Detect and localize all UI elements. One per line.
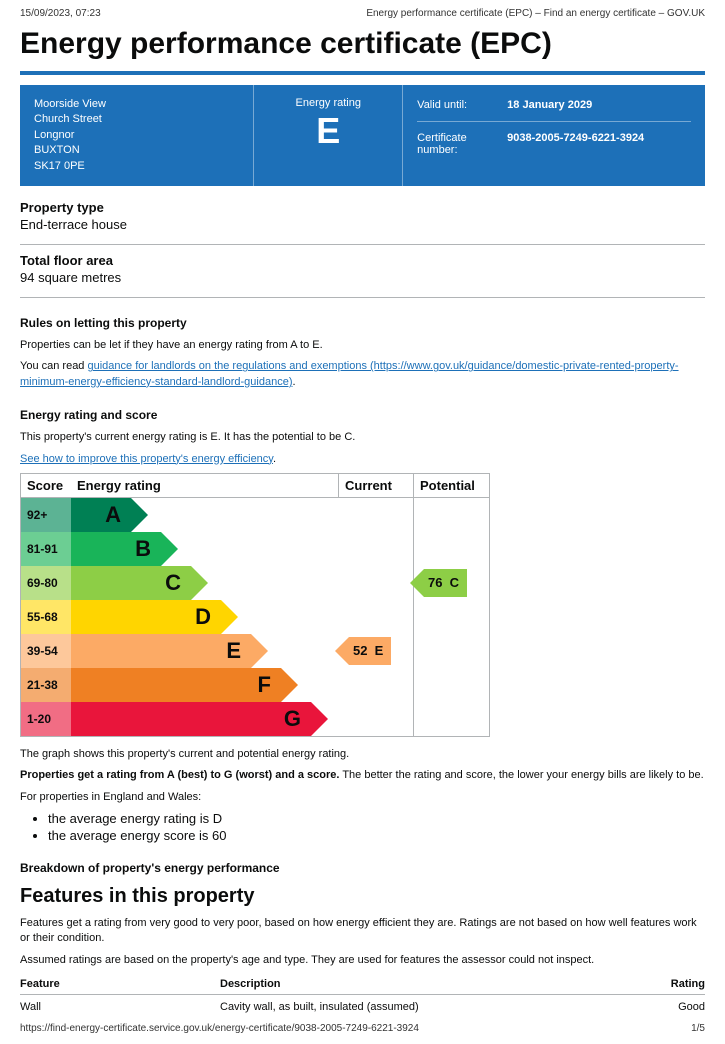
chart-head-potential: Potential [414,474,489,497]
energy-chart: Score Energy rating Current Potential 92… [20,473,490,737]
rules-heading: Rules on letting this property [20,316,705,330]
valid-value: 18 January 2029 [507,99,691,111]
print-datetime: 15/09/2023, 07:23 [20,8,101,19]
rating-label: Energy rating [268,97,388,109]
chart-current-col: 52 E [339,498,414,736]
feat-head-desc: Description [220,978,645,990]
rating-letter: E [268,113,388,149]
chart-bars: 92+A81-91B69-80C55-68D39-54E21-38F1-20G [21,498,339,736]
rating-desc: Properties get a rating from A (best) to… [20,768,705,783]
footer-url: https://find-energy-certificate.service.… [20,1023,419,1034]
cert-value: 9038-2005-7249-6221-3924 [507,132,691,156]
rules-text-2: You can read guidance for landlords on t… [20,359,705,390]
valid-label: Valid until: [417,99,507,111]
cert-label: Certificate number: [417,132,507,156]
floor-area-label: Total floor area [20,253,705,268]
chart-head-current: Current [339,474,414,497]
title-underline [20,71,705,75]
address-block: Moorside ViewChurch StreetLongnorBUXTONS… [20,85,253,186]
chart-potential-col: 76 C [414,498,489,736]
score-heading: Energy rating and score [20,408,705,422]
footer-page: 1/5 [691,1023,705,1034]
features-p1: Features get a rating from very good to … [20,916,705,947]
improve-link[interactable]: See how to improve this property's energ… [20,453,273,465]
rating-cell: Energy rating E [253,85,403,186]
rules-text-1: Properties can be let if they have an en… [20,338,705,353]
avg-intro: For properties in England and Wales: [20,790,705,805]
breakdown-heading: Breakdown of property's energy performan… [20,861,705,875]
avg-score: the average energy score is 60 [48,828,705,843]
property-type-value: End-terrace house [20,217,705,232]
chart-caption: The graph shows this property's current … [20,747,705,762]
divider [20,244,705,245]
feat-head-feature: Feature [20,978,220,990]
divider [20,297,705,298]
features-heading: Features in this property [20,885,705,908]
page-title: Energy performance certificate (EPC) [20,27,705,61]
floor-area-value: 94 square metres [20,270,705,285]
feat-head-rating: Rating [645,978,705,990]
print-footer: https://find-energy-certificate.service.… [20,1023,705,1034]
feat-rating: Good [645,1001,705,1013]
chart-head-score: Score [21,474,71,497]
avg-rating: the average energy rating is D [48,811,705,826]
avg-list: the average energy rating is D the avera… [48,811,705,843]
print-title: Energy performance certificate (EPC) – F… [366,8,705,19]
guidance-link[interactable]: guidance for landlords on the regulation… [20,360,679,387]
summary-banner: Moorside ViewChurch StreetLongnorBUXTONS… [20,85,705,186]
features-table: Feature Description Rating Wall Cavity w… [20,978,705,1019]
score-text: This property's current energy rating is… [20,430,705,445]
feat-desc: Cavity wall, as built, insulated (assume… [220,1001,645,1013]
property-type-label: Property type [20,200,705,215]
feat-row: Wall Cavity wall, as built, insulated (a… [20,995,705,1019]
cert-meta: Valid until: 18 January 2029 Certificate… [403,85,705,186]
chart-head-rating: Energy rating [71,474,339,497]
print-header: 15/09/2023, 07:23 Energy performance cer… [20,0,705,23]
features-p2: Assumed ratings are based on the propert… [20,953,705,968]
feat-name: Wall [20,1001,220,1013]
